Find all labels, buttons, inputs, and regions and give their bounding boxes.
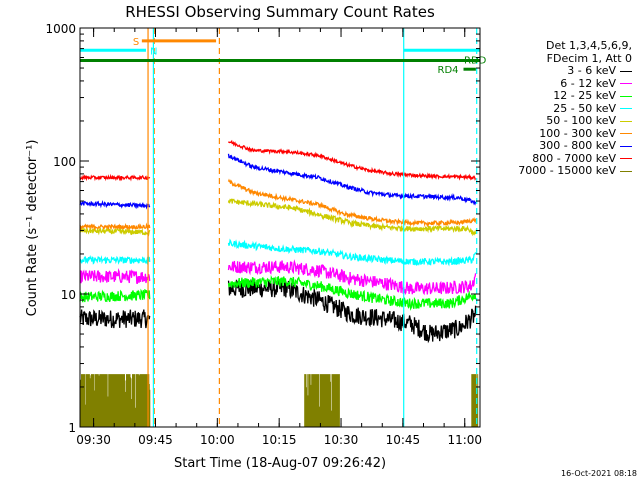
legend-header-line-2: FDecim 1, Att 0 (546, 51, 632, 65)
legend-entry: 6 - 12 keV (480, 76, 632, 91)
legend-header-line-1: Det 1,3,4,5,6,9, (545, 39, 632, 52)
x-tick-label: 10:15 (262, 433, 297, 447)
series-line (227, 274, 477, 311)
legend-swatch (620, 170, 632, 172)
series-line (79, 199, 151, 210)
y-tick-label: 1 (68, 421, 76, 435)
state-bar-label: RDD (464, 55, 487, 66)
legend-entry: 50 - 100 keV (480, 114, 632, 128)
state-bar-label: S (133, 37, 139, 48)
series-line (227, 198, 477, 237)
attenuator-burst (79, 374, 151, 427)
x-axis-label: Start Time (18-Aug-07 09:26:42) (174, 456, 386, 471)
y-tick-label: 1000 (45, 22, 76, 36)
legend-swatch (620, 133, 632, 134)
legend-swatch (620, 70, 632, 72)
legend-swatch (620, 108, 632, 109)
legend-entry-label: 25 - 50 keV (553, 101, 616, 115)
legend-entry-label: 3 - 6 keV (567, 64, 616, 77)
plot-frame (79, 27, 481, 428)
series-line (79, 226, 151, 237)
legend-entry: 3 - 6 keV (480, 64, 632, 78)
series-line (227, 139, 477, 181)
x-tick-label: 10:45 (386, 433, 421, 447)
series-line (79, 254, 151, 265)
legend-entry-label: 7000 - 15000 keV (518, 164, 616, 177)
legend-swatch (620, 83, 632, 84)
legend-entry-label: 100 - 300 keV (539, 126, 616, 140)
series-line (79, 288, 151, 303)
legend-entry: 100 - 300 keV (480, 126, 632, 141)
footer-timestamp: 16-Oct-2021 08:18 (561, 469, 637, 478)
series-line (227, 238, 477, 267)
legend-swatch (620, 145, 632, 147)
state-bar-label: RD4 (438, 65, 459, 76)
x-tick-label: 09:30 (76, 433, 111, 447)
series-line (227, 178, 477, 228)
legend-entry-label: 800 - 7000 keV (532, 151, 616, 165)
legend-entry: 12 - 25 keV (480, 89, 632, 103)
legend-entry-label: 6 - 12 keV (560, 76, 616, 90)
series-line (227, 259, 477, 296)
x-tick-label: 10:30 (324, 433, 359, 447)
series-line (79, 222, 151, 232)
x-tick-label: 09:45 (138, 433, 173, 447)
x-tick-label: 11:00 (447, 433, 482, 447)
legend-entry: 25 - 50 keV (480, 101, 632, 116)
legend-swatch (620, 120, 632, 122)
legend-entry-label: 50 - 100 keV (546, 114, 616, 127)
y-tick-label: 100 (53, 155, 76, 169)
chart-title: RHESSI Observing Summary Count Rates (125, 3, 435, 21)
series-line (227, 153, 477, 206)
attenuator-burst (304, 374, 340, 427)
legend-entries: 3 - 6 keV 6 - 12 keV 12 - 25 keV 25 - 50 ke… (480, 64, 632, 178)
legend-swatch (620, 158, 632, 159)
y-tick-label: 10 (61, 288, 76, 302)
series-line (227, 277, 477, 344)
series-line (79, 309, 151, 329)
legend: Det 1,3,4,5,6,9, FDecim 1, Att 0 3 - 6 k… (480, 39, 632, 178)
legend-entry-label: 12 - 25 keV (553, 89, 616, 102)
x-tick-label: 10:00 (200, 433, 235, 447)
legend-entry: 800 - 7000 keV (480, 151, 632, 166)
legend-entry-label: 300 - 800 keV (539, 139, 616, 152)
legend-entry: 7000 - 15000 keV (480, 164, 632, 178)
series-line (79, 267, 151, 285)
legend-entry: 300 - 800 keV (480, 139, 632, 153)
legend-swatch (620, 95, 632, 97)
series-line (79, 173, 151, 182)
state-bar-label: N (150, 46, 157, 57)
y-axis-label: Count Rate (s⁻¹ detector⁻¹) (25, 140, 40, 317)
